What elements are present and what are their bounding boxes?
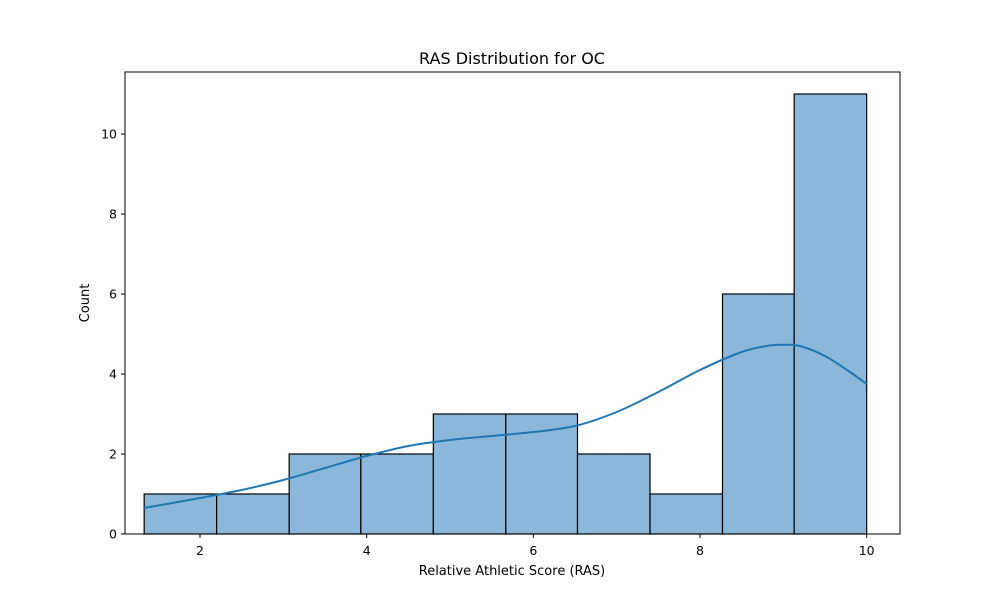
x-tick-label: 4 (363, 543, 371, 558)
histogram-bar-9 (793, 93, 868, 535)
histogram-bar-0 (143, 493, 218, 535)
y-axis-label: Count (78, 284, 93, 323)
kde-curve (143, 343, 868, 509)
histogram-bars (143, 93, 868, 535)
y-tick-label: 0 (109, 527, 117, 542)
x-axis-label: Relative Athletic Score (RAS) (419, 564, 606, 579)
histogram-bar-8 (721, 293, 795, 535)
x-tick-label: 8 (696, 543, 704, 558)
y-tick-label: 6 (109, 287, 117, 302)
x-tick-label: 2 (196, 543, 204, 558)
x-tick-label: 6 (529, 543, 537, 558)
histogram-bar-4 (432, 413, 507, 535)
histogram-bar-6 (576, 453, 651, 535)
plot-frame (124, 71, 901, 535)
histogram-bar-2 (288, 453, 362, 535)
x-axis-ticks: 2 4 6 8 10 (196, 534, 875, 558)
y-tick-label: 8 (109, 207, 117, 222)
histogram-bar-1 (216, 493, 290, 535)
x-tick-label: 10 (859, 543, 875, 558)
y-tick-label: 10 (101, 127, 117, 142)
chart-title: RAS Distribution for OC (419, 49, 605, 68)
y-tick-label: 4 (109, 367, 117, 382)
y-tick-label: 2 (109, 447, 117, 462)
y-axis-ticks: 0 2 4 6 8 10 (101, 127, 125, 542)
histogram-bar-3 (360, 453, 434, 535)
histogram-bar-7 (649, 493, 724, 535)
